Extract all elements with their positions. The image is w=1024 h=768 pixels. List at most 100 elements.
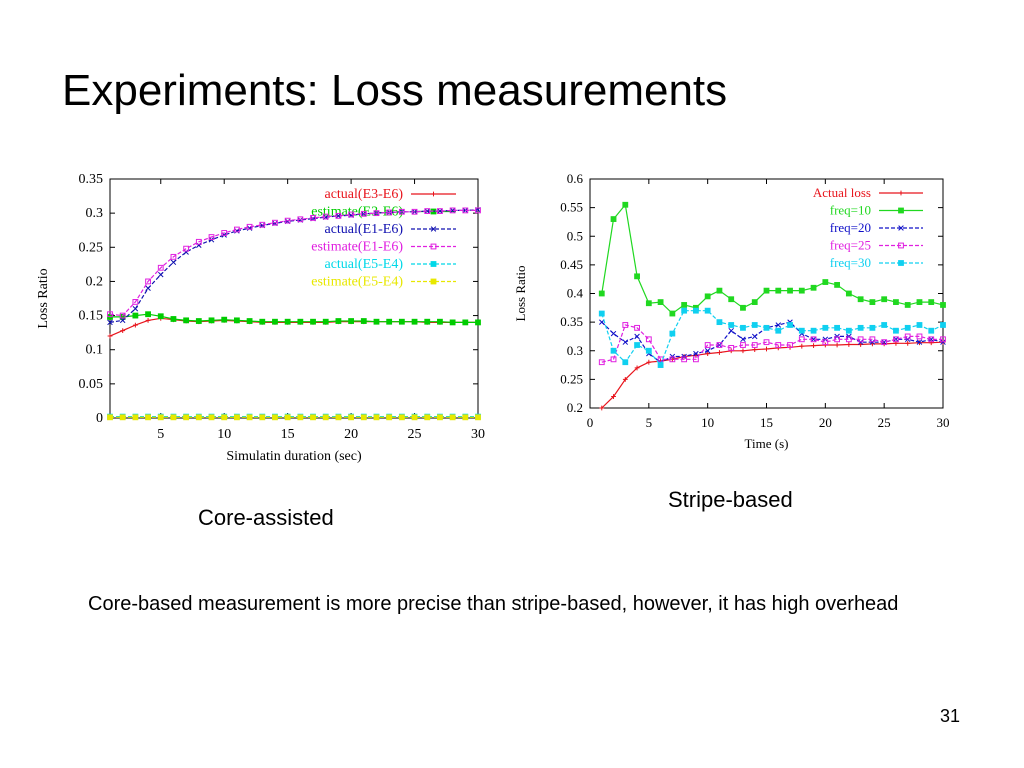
series-line bbox=[601, 321, 944, 363]
data-point bbox=[893, 299, 899, 305]
series-line bbox=[109, 209, 478, 317]
data-point bbox=[335, 213, 342, 219]
data-point bbox=[449, 414, 456, 421]
data-point bbox=[398, 414, 405, 421]
data-point bbox=[437, 318, 443, 325]
data-point bbox=[462, 414, 469, 421]
data-point bbox=[335, 414, 342, 421]
data-point bbox=[348, 211, 355, 218]
data-point bbox=[107, 319, 113, 326]
y-tick-label: 0.05 bbox=[79, 377, 104, 392]
data-point bbox=[424, 318, 431, 325]
data-point bbox=[259, 414, 266, 421]
legend-label: freq=25 bbox=[830, 238, 871, 253]
data-point bbox=[622, 359, 629, 366]
data-point bbox=[622, 376, 628, 382]
data-point bbox=[475, 207, 481, 214]
data-point bbox=[646, 359, 652, 365]
data-point bbox=[272, 219, 278, 226]
data-point bbox=[157, 414, 164, 421]
data-point bbox=[799, 343, 805, 349]
data-point bbox=[787, 342, 793, 348]
data-point bbox=[751, 322, 758, 328]
data-point bbox=[681, 302, 688, 308]
data-point bbox=[763, 324, 770, 331]
x-tick-label: 30 bbox=[471, 427, 485, 442]
data-point bbox=[728, 327, 734, 334]
data-point bbox=[475, 319, 481, 326]
data-point bbox=[740, 324, 746, 331]
legend-label: estimate(E5-E4) bbox=[311, 275, 403, 290]
data-point bbox=[645, 300, 652, 307]
data-point bbox=[622, 322, 629, 328]
data-point bbox=[297, 216, 304, 223]
data-point bbox=[145, 414, 151, 421]
legend-marker bbox=[898, 190, 904, 196]
data-point bbox=[170, 253, 177, 260]
data-point bbox=[869, 324, 876, 331]
data-point bbox=[928, 336, 934, 343]
data-point bbox=[195, 318, 202, 324]
data-point bbox=[424, 208, 431, 214]
data-point bbox=[284, 318, 291, 325]
legend-label: actual(E3-E6) bbox=[324, 187, 403, 202]
data-point bbox=[928, 340, 934, 346]
data-point bbox=[170, 316, 177, 322]
data-point bbox=[751, 333, 758, 340]
data-point bbox=[764, 346, 769, 352]
data-point bbox=[310, 318, 316, 325]
data-point bbox=[259, 221, 266, 228]
data-point bbox=[610, 347, 617, 354]
y-axis-label: Loss Ratio bbox=[36, 268, 51, 328]
data-point bbox=[704, 293, 711, 300]
data-point bbox=[119, 414, 126, 421]
legend-label: freq=30 bbox=[830, 255, 871, 270]
data-point bbox=[398, 318, 405, 325]
data-point bbox=[916, 339, 923, 345]
y-tick-label: 0.25 bbox=[79, 240, 104, 255]
data-point bbox=[310, 215, 316, 221]
data-point bbox=[693, 350, 699, 357]
data-point bbox=[634, 365, 640, 371]
data-point bbox=[610, 330, 617, 337]
data-point bbox=[846, 342, 852, 347]
data-point bbox=[916, 322, 923, 328]
y-tick-label: 0.3 bbox=[86, 206, 104, 221]
y-tick-label: 0.55 bbox=[560, 200, 583, 215]
x-tick-label: 25 bbox=[878, 415, 891, 430]
data-point bbox=[449, 207, 456, 214]
data-point bbox=[834, 324, 841, 331]
data-point bbox=[704, 342, 711, 348]
data-point bbox=[834, 282, 841, 288]
data-point bbox=[145, 311, 151, 318]
data-point bbox=[157, 313, 164, 320]
data-point bbox=[598, 310, 605, 317]
data-point bbox=[681, 307, 688, 314]
data-point bbox=[940, 336, 946, 343]
legend-marker bbox=[898, 242, 904, 249]
y-tick-label: 0.1 bbox=[86, 343, 104, 358]
data-point bbox=[822, 279, 829, 285]
series-line bbox=[109, 317, 478, 337]
data-point bbox=[622, 201, 629, 208]
data-point bbox=[681, 356, 688, 363]
legend-marker bbox=[430, 261, 437, 267]
data-point bbox=[904, 333, 911, 340]
data-point bbox=[449, 319, 456, 326]
y-tick-label: 0.45 bbox=[560, 257, 583, 272]
data-point bbox=[284, 217, 291, 224]
data-point bbox=[634, 342, 640, 348]
data-point bbox=[893, 327, 899, 334]
stripe-based-loss-chart: 0.2 0.25 0.3 0.35 0.4 0.45 0.5 0.55 0.6 0 5 10 15 20 2… bbox=[513, 171, 950, 451]
data-point bbox=[634, 333, 640, 340]
data-point bbox=[107, 311, 113, 318]
data-point bbox=[928, 336, 935, 343]
x-axis-label: Time (s) bbox=[745, 436, 789, 451]
data-point bbox=[208, 414, 215, 421]
data-point bbox=[740, 336, 746, 343]
data-point bbox=[728, 322, 735, 328]
data-point bbox=[259, 318, 266, 325]
y-tick-label: 0.35 bbox=[560, 314, 583, 329]
data-point bbox=[740, 304, 746, 311]
data-point bbox=[669, 310, 676, 317]
